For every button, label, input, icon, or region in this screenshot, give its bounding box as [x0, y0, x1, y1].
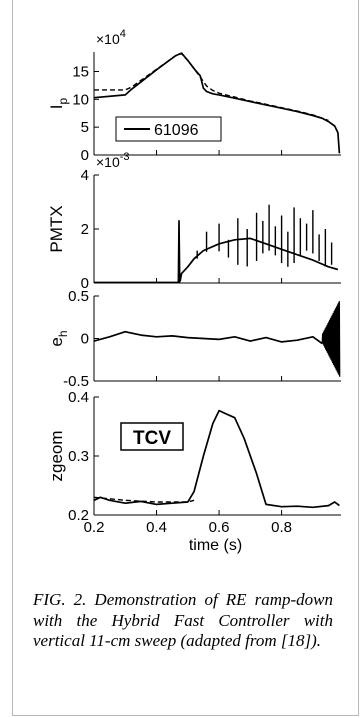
panel-PMTX: 0 2 4 ×10-3 PMTX — [47, 151, 341, 292]
figure-charts: 051015×104Ip61096024×10-3PMTX-0.500.5eh0… — [47, 28, 341, 554]
panel-Ip: 0 5 10 15 ×104 Ip 61096 — [47, 28, 341, 164]
y-tick-label: 4 — [81, 167, 89, 184]
series-line-solid — [93, 52, 341, 154]
series-line-solid — [93, 330, 323, 345]
figure-caption: FIG. 2. Demonstration of RE ramp-down wi… — [33, 590, 333, 650]
legend-label: 61096 — [154, 122, 199, 139]
annotation-box — [120, 422, 184, 451]
panel-zgeom: 0.2 0.3 0.4 0.2 0.4 0.6 0.8 time (s) zgeom TCV — [47, 389, 341, 554]
legend: 61096 — [115, 116, 222, 142]
x-axis-label: time (s) — [189, 537, 242, 554]
series-line-solid — [93, 409, 340, 509]
annotation-text: TCV — [133, 428, 171, 449]
y-tick-label: 0.5 — [68, 288, 89, 305]
y-axis-label: zgeom — [47, 430, 66, 481]
y-tick-label: 2 — [81, 221, 89, 238]
annotation: TCV — [120, 422, 184, 451]
x-tick-label: 0.6 — [209, 519, 230, 536]
y-tick-label: 0 — [81, 147, 89, 164]
y-tick-label: 10 — [72, 91, 89, 108]
y-tick-label: 15 — [72, 63, 89, 80]
y-tick-label: 0.4 — [68, 389, 89, 406]
y-tick-label: 0 — [81, 331, 89, 348]
y-axis-label: PMTX — [47, 205, 66, 252]
x-tick-label: 0.8 — [271, 519, 292, 536]
series-line-dashed — [93, 496, 195, 503]
y-axis-label: eh — [47, 330, 70, 346]
series-line-dashed — [94, 53, 329, 122]
y-multiplier: ×104 — [96, 28, 126, 47]
x-tick-label: 0.4 — [146, 519, 167, 536]
series-line-solid — [94, 220, 339, 284]
panel-eh: -0.5 0 0.5 eh — [47, 288, 341, 390]
y-tick-label: 0.2 — [68, 507, 89, 524]
figure-frame — [12, 0, 359, 716]
y-tick-label: 0 — [81, 275, 89, 292]
y-multiplier: ×10-3 — [96, 151, 130, 170]
x-tick-label: 0.2 — [84, 519, 105, 536]
y-tick-label: 0.3 — [68, 448, 89, 465]
y-axis-label: Ip — [47, 97, 70, 109]
y-tick-label: 5 — [81, 119, 89, 136]
series-oscillation — [321, 301, 341, 377]
y-tick-label: -0.5 — [63, 373, 89, 390]
